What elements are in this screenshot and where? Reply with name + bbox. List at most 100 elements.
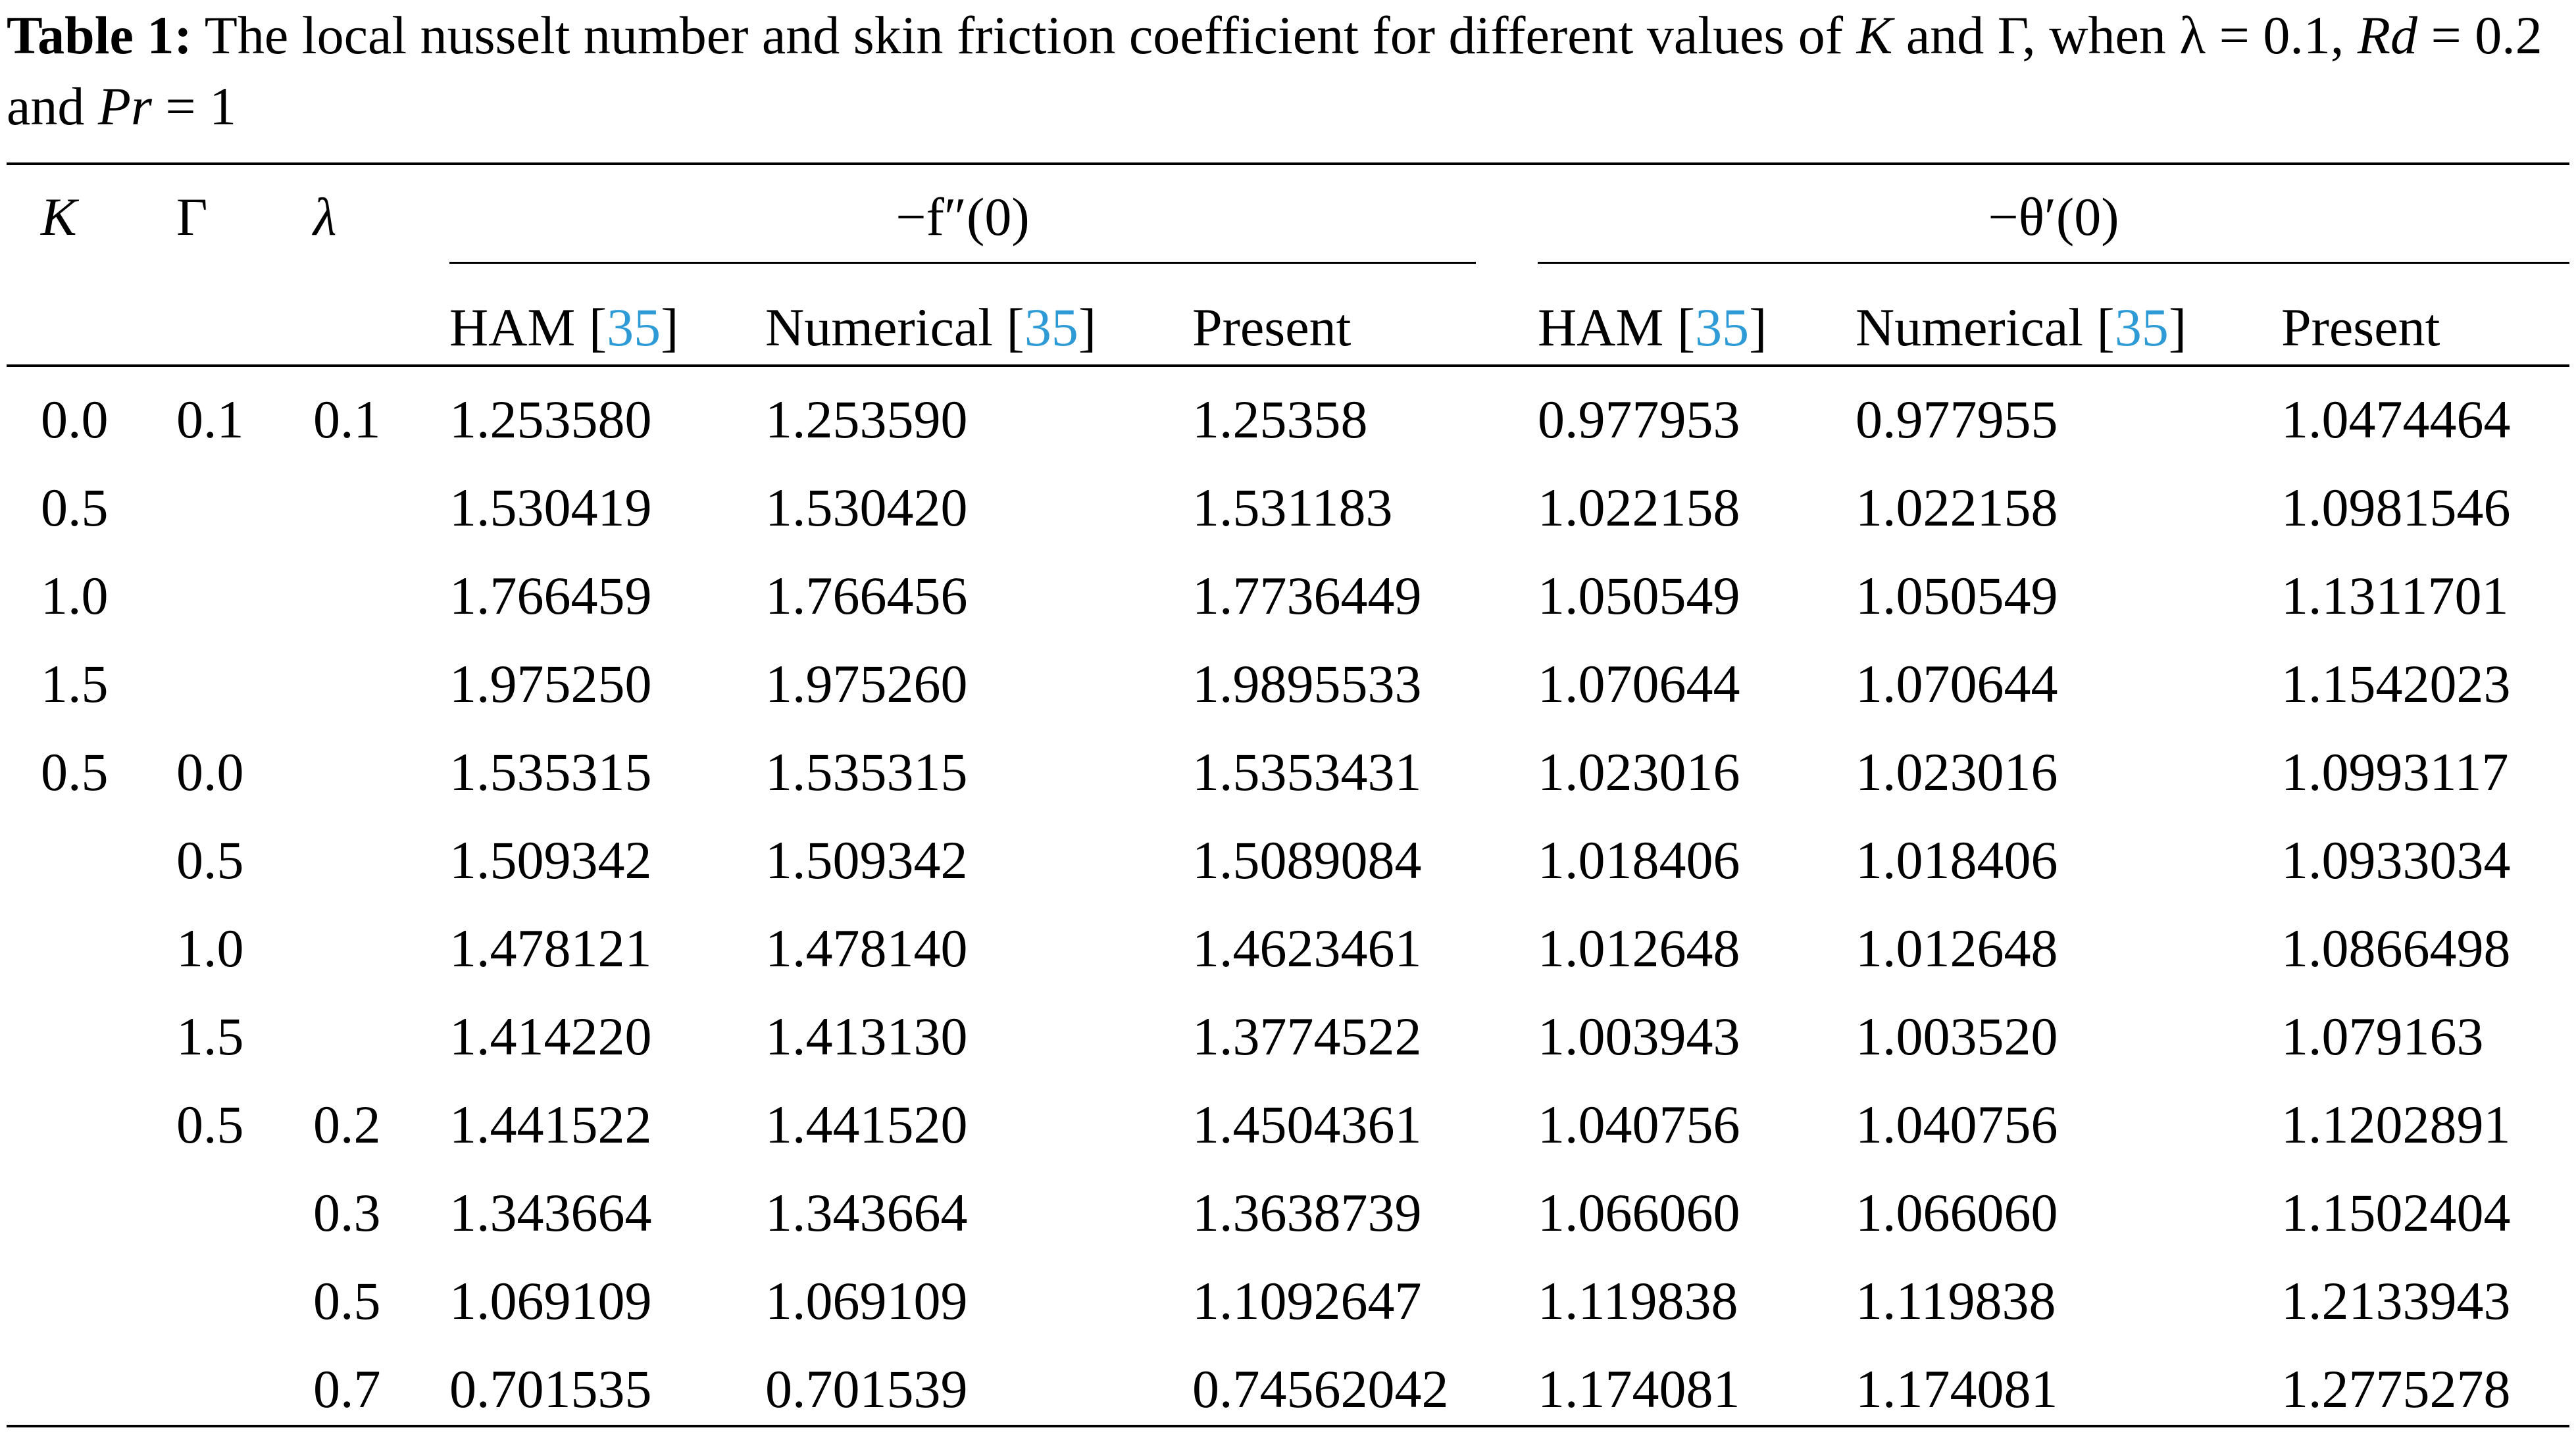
bracket: ] — [661, 297, 679, 357]
header-numerical-theta: Numerical [35] — [1856, 295, 2186, 360]
cell-lambda: 0.3 — [313, 1183, 381, 1243]
cell-theta-numerical: 1.070644 — [1856, 654, 2058, 714]
cell-f-present: 1.9895533 — [1192, 654, 1422, 714]
cell-theta-present: 1.1502404 — [2281, 1183, 2511, 1243]
cell-f-present: 1.3638739 — [1192, 1183, 1422, 1243]
cell-theta-ham: 1.070644 — [1538, 654, 1740, 714]
ref-link[interactable]: 35 — [1024, 297, 1078, 357]
cell-lambda: 0.7 — [313, 1359, 381, 1419]
cell-f-numerical: 1.413130 — [765, 1006, 968, 1066]
theta-group-rule — [1538, 262, 2569, 264]
cell-f-present: 1.5089084 — [1192, 830, 1422, 890]
cell-theta-numerical: 1.003520 — [1856, 1006, 2058, 1066]
cell-f-numerical: 1.509342 — [765, 830, 968, 890]
header-lambda: λ — [313, 187, 337, 247]
cell-f-ham: 1.530419 — [449, 478, 652, 537]
cell-k: 0.0 — [41, 389, 109, 449]
cell-f-numerical: 1.253590 — [765, 389, 968, 449]
caption-when: , when — [2022, 5, 2166, 65]
bracket: ] — [2168, 297, 2187, 357]
header-theta-group: −θ′(0) — [1988, 187, 2119, 247]
cell-theta-ham: 1.040756 — [1538, 1095, 1740, 1154]
caption-and: and — [1906, 5, 1984, 65]
cell-k: 0.5 — [41, 742, 109, 802]
cell-theta-present: 1.2775278 — [2281, 1359, 2511, 1419]
cell-theta-numerical: 0.977955 — [1856, 389, 2058, 449]
bracket: ] — [1749, 297, 1767, 357]
cell-f-ham: 1.766459 — [449, 566, 652, 626]
cell-f-present: 1.531183 — [1192, 478, 1393, 537]
cell-lambda: 0.5 — [313, 1271, 381, 1331]
cell-f-present: 1.3774522 — [1192, 1006, 1422, 1066]
cell-theta-present: 1.2133943 — [2281, 1271, 2511, 1331]
caption-rd-eq: = 0.2 and — [7, 5, 2542, 136]
cell-theta-numerical: 1.066060 — [1856, 1183, 2058, 1243]
cell-theta-present: 1.0993117 — [2281, 742, 2509, 802]
cell-theta-ham: 1.050549 — [1538, 566, 1740, 626]
header-fpp-group: −f″(0) — [896, 187, 1030, 247]
top-rule — [7, 162, 2569, 165]
cell-f-present: 1.5353431 — [1192, 742, 1422, 802]
ref-link[interactable]: 35 — [607, 297, 661, 357]
numerical-label: Numerical [ — [765, 297, 1024, 357]
cell-f-present: 1.4623461 — [1192, 918, 1422, 978]
cell-theta-present: 1.1202891 — [2281, 1095, 2511, 1154]
cell-theta-ham: 1.119838 — [1538, 1271, 1738, 1331]
header-present-f: Present — [1192, 297, 1351, 357]
cell-k: 1.5 — [41, 654, 109, 714]
ref-link[interactable]: 35 — [1695, 297, 1750, 357]
cell-f-ham: 1.535315 — [449, 742, 652, 802]
cell-f-present: 1.4504361 — [1192, 1095, 1422, 1154]
cell-theta-present: 1.0981546 — [2281, 478, 2511, 537]
cell-theta-numerical: 1.022158 — [1856, 478, 2058, 537]
cell-f-ham: 1.441522 — [449, 1095, 652, 1154]
cell-f-ham: 0.701535 — [449, 1359, 652, 1419]
cell-theta-ham: 1.023016 — [1538, 742, 1740, 802]
cell-f-ham: 1.069109 — [449, 1271, 652, 1331]
header-bottom-rule — [7, 364, 2569, 367]
cell-gamma: 0.0 — [176, 742, 244, 802]
cell-f-ham: 1.509342 — [449, 830, 652, 890]
ham-label: HAM [ — [1538, 297, 1696, 357]
header-present-theta: Present — [2281, 297, 2440, 357]
cell-f-present: 0.74562042 — [1192, 1359, 1449, 1419]
caption-lambda: λ = 0.1, — [2179, 5, 2344, 65]
bracket: ] — [1078, 297, 1097, 357]
cell-f-numerical: 1.441520 — [765, 1095, 968, 1154]
cell-f-present: 1.25358 — [1192, 389, 1368, 449]
caption-pr: Pr — [97, 76, 152, 136]
cell-theta-present: 1.1542023 — [2281, 654, 2511, 714]
cell-f-numerical: 1.530420 — [765, 478, 968, 537]
cell-f-ham: 1.343664 — [449, 1183, 652, 1243]
cell-lambda: 0.2 — [313, 1095, 381, 1154]
caption-label: Table 1: — [7, 5, 192, 65]
header-numerical-f: Numerical [35] — [765, 295, 1096, 360]
cell-theta-numerical: 1.174081 — [1856, 1359, 2058, 1419]
cell-gamma: 1.0 — [176, 918, 244, 978]
cell-f-numerical: 1.975260 — [765, 654, 968, 714]
cell-lambda: 0.1 — [313, 389, 381, 449]
cell-f-ham: 1.253580 — [449, 389, 652, 449]
cell-f-numerical: 1.535315 — [765, 742, 968, 802]
cell-theta-ham: 0.977953 — [1538, 389, 1740, 449]
cell-theta-ham: 1.003943 — [1538, 1006, 1740, 1066]
caption-gamma: Γ — [1997, 5, 2023, 65]
caption-k: K — [1856, 5, 1893, 65]
cell-f-ham: 1.414220 — [449, 1006, 652, 1066]
cell-k: 0.5 — [41, 478, 109, 537]
header-ham-f: HAM [35] — [449, 295, 678, 360]
cell-f-numerical: 1.478140 — [765, 918, 968, 978]
cell-theta-numerical: 1.018406 — [1856, 830, 2058, 890]
cell-gamma: 0.5 — [176, 1095, 244, 1154]
cell-f-numerical: 0.701539 — [765, 1359, 968, 1419]
cell-k: 1.0 — [41, 566, 109, 626]
cell-f-numerical: 1.343664 — [765, 1183, 968, 1243]
cell-theta-numerical: 1.012648 — [1856, 918, 2058, 978]
cell-f-present: 1.7736449 — [1192, 566, 1422, 626]
caption-pr-eq: = 1 — [165, 76, 237, 136]
bottom-rule — [7, 1425, 2569, 1427]
ref-link[interactable]: 35 — [2114, 297, 2169, 357]
fpp-group-rule — [449, 262, 1476, 264]
cell-theta-present: 1.079163 — [2281, 1006, 2484, 1066]
cell-theta-numerical: 1.040756 — [1856, 1095, 2058, 1154]
